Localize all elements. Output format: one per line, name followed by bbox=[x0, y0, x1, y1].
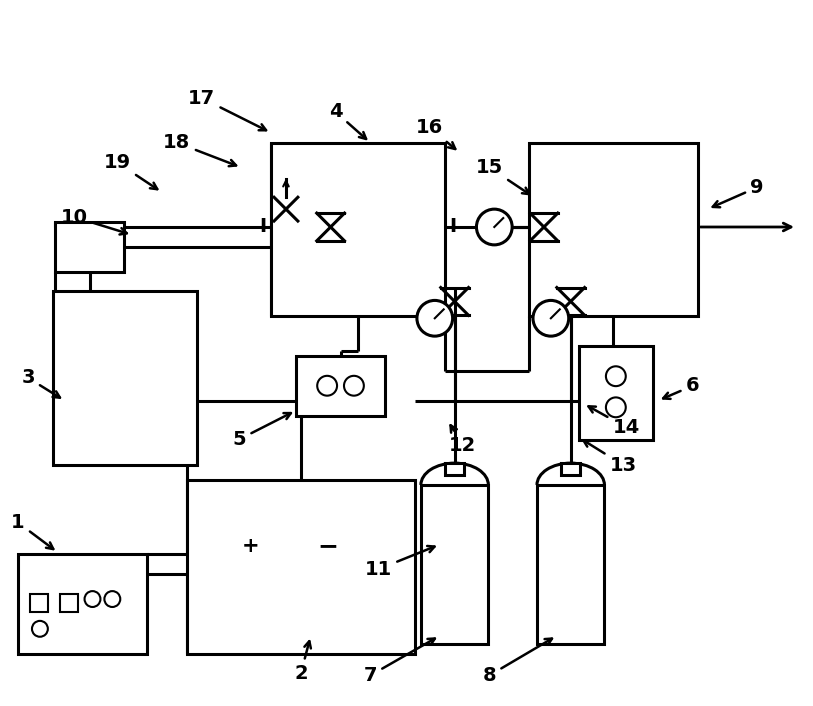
Circle shape bbox=[32, 621, 48, 637]
Text: 2: 2 bbox=[294, 641, 311, 683]
Text: 7: 7 bbox=[363, 638, 435, 685]
Circle shape bbox=[85, 591, 101, 607]
Bar bbox=[296, 356, 385, 416]
Text: I: I bbox=[259, 217, 267, 237]
Bar bbox=[561, 463, 580, 475]
Circle shape bbox=[344, 376, 364, 395]
Bar bbox=[271, 143, 445, 316]
Circle shape bbox=[606, 397, 626, 417]
Circle shape bbox=[104, 591, 120, 607]
Text: 18: 18 bbox=[163, 133, 236, 166]
Bar bbox=[579, 346, 653, 441]
Bar bbox=[529, 143, 698, 316]
Bar bbox=[187, 480, 415, 654]
Text: 10: 10 bbox=[61, 208, 127, 234]
Text: 3: 3 bbox=[21, 369, 60, 397]
Text: +: + bbox=[241, 536, 259, 556]
Bar bbox=[18, 554, 147, 654]
Text: 17: 17 bbox=[188, 88, 266, 130]
Text: 4: 4 bbox=[328, 102, 366, 139]
Circle shape bbox=[606, 366, 626, 386]
Text: 9: 9 bbox=[713, 178, 764, 208]
Text: I: I bbox=[449, 217, 456, 237]
Bar bbox=[30, 594, 48, 612]
Circle shape bbox=[533, 301, 569, 336]
Text: 8: 8 bbox=[483, 639, 552, 685]
Bar bbox=[59, 594, 77, 612]
Bar bbox=[53, 292, 197, 465]
Bar bbox=[446, 463, 464, 475]
Text: 1: 1 bbox=[11, 513, 54, 549]
Bar bbox=[421, 485, 489, 644]
Text: 14: 14 bbox=[589, 407, 640, 437]
Bar bbox=[54, 222, 124, 272]
Circle shape bbox=[476, 209, 512, 245]
Bar bbox=[537, 485, 604, 644]
Text: 5: 5 bbox=[233, 413, 291, 449]
Text: 13: 13 bbox=[584, 441, 637, 474]
Text: 12: 12 bbox=[449, 425, 476, 455]
Text: 19: 19 bbox=[104, 153, 157, 189]
Circle shape bbox=[317, 376, 337, 395]
Text: −: − bbox=[318, 534, 339, 558]
Text: 15: 15 bbox=[476, 158, 529, 194]
Text: 16: 16 bbox=[416, 119, 455, 149]
Text: 11: 11 bbox=[364, 546, 435, 579]
Circle shape bbox=[417, 301, 453, 336]
Text: 6: 6 bbox=[663, 376, 699, 399]
